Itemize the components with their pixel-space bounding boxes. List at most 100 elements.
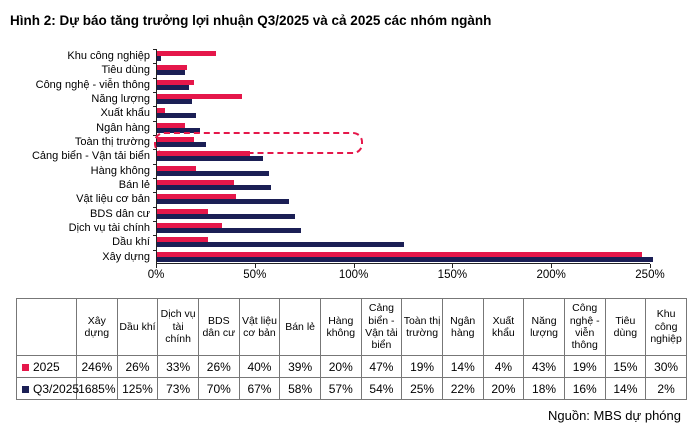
- category-label: Hàng không: [90, 164, 150, 177]
- bar-q3-2025: [157, 84, 189, 90]
- table-value-cell: 70%: [197, 377, 240, 400]
- table-value-cell: 19%: [401, 355, 443, 378]
- table-value-cell: 30%: [645, 355, 687, 378]
- category-row: [153, 177, 650, 192]
- table-value-cell: 25%: [401, 377, 443, 400]
- bar-2025: [157, 208, 209, 214]
- x-axis-tick-label: 250%: [635, 269, 665, 281]
- table-column-header: Xuất khẩu: [482, 298, 525, 356]
- table-column-header: Cảng biển - Vận tải biển: [360, 298, 403, 356]
- bar-q3-2025: [157, 70, 185, 76]
- bar-2025: [157, 136, 195, 142]
- table-value-cell: 47%: [360, 355, 403, 378]
- table-value-cell: 14%: [441, 355, 484, 378]
- bar-2025: [157, 93, 242, 99]
- category-labels: Khu công nghiệp Tiêu dùng Công nghệ - viễn…: [0, 49, 156, 264]
- table-value-cell: 15%: [604, 355, 647, 378]
- table-column-header: Dầu khí: [116, 298, 159, 356]
- figure-title: Hình 2: Dự báo tăng trưởng lợi nhuận Q3/…: [10, 13, 492, 28]
- bar-q3-2025: [157, 141, 207, 147]
- plot-area: [153, 49, 653, 264]
- table-value-cell: 20%: [482, 377, 525, 400]
- table-column-header: Dịch vụ tài chính: [157, 298, 199, 356]
- category-row: [153, 149, 650, 163]
- bar-q3-2025: [157, 199, 290, 205]
- category-label: Năng lượng: [91, 92, 150, 105]
- table-column-header: Ngân hàng: [441, 298, 484, 356]
- table-row: 2025 246% 26% 33% 26% 40% 39% 20% 47% 19% 14% 4% 43%…: [16, 355, 687, 378]
- table-value-cell: 54%: [360, 377, 403, 400]
- table-corner-cell: [16, 298, 77, 356]
- x-axis-tick: [551, 264, 553, 268]
- category-row: [153, 249, 653, 264]
- bar-q3-2025: [157, 213, 296, 219]
- figure-container: Hình 2: Dự báo tăng trưởng lợi nhuận Q3/…: [0, 13, 690, 423]
- table-value-cell: 125%: [116, 377, 159, 400]
- table-column-header: Khu công nghiệp: [645, 298, 687, 356]
- data-table: Xây dựng Dầu khí Dịch vụ tài chính BDS dân …: [16, 298, 687, 400]
- table-value-cell: 26%: [197, 355, 240, 378]
- x-axis-tick: [353, 264, 355, 268]
- table-value-cell: 18%: [523, 377, 565, 400]
- table-value-cell: 2%: [645, 377, 687, 400]
- table-row: Q3/2025 1685% 125% 73% 70% 67% 58% 57% 54% 25% 22%…: [16, 377, 687, 400]
- legend-label: Q3/2025: [33, 381, 80, 396]
- x-axis-tick: [254, 264, 256, 268]
- category-row: [153, 163, 650, 178]
- legend-swatch-icon: [22, 363, 29, 371]
- bar-2025: [157, 165, 197, 171]
- bar-q3-2025: [157, 127, 201, 133]
- x-axis-tick-label: 0%: [147, 269, 165, 281]
- highlight-box: [154, 131, 363, 154]
- table-value-cell: 57%: [319, 377, 362, 400]
- bar-2025: [157, 237, 209, 243]
- bar-q3-2025: [157, 256, 653, 262]
- bar-2025: [157, 194, 236, 200]
- category-label: Bán lẻ: [118, 178, 150, 191]
- data-table-wrap: Xây dựng Dầu khí Dịch vụ tài chính BDS dân …: [16, 298, 687, 400]
- category-label: Dịch vụ tài chính: [68, 221, 150, 234]
- bar-q3-2025: [157, 170, 270, 176]
- x-axis: 0% 50% 100% 150% 200% 250%: [148, 264, 665, 286]
- bar-chart: Khu công nghiệp Tiêu dùng Công nghệ - viễn…: [0, 49, 690, 264]
- table-value-cell: 39%: [279, 355, 321, 378]
- x-axis-tick-label: 200%: [536, 269, 566, 281]
- table-column-header: Hàng không: [319, 298, 362, 356]
- table-value-cell: 246%: [76, 355, 118, 378]
- category-label: Ngân hàng: [96, 121, 150, 134]
- category-label: BDS dân cư: [90, 207, 150, 220]
- source-note: Nguồn: MBS dự phóng: [547, 408, 681, 423]
- bar-2025: [157, 122, 185, 128]
- table-column-header: BDS dân cư: [197, 298, 240, 356]
- table-value-cell: 73%: [157, 377, 199, 400]
- table-column-header: Tiêu dùng: [604, 298, 647, 356]
- category-label: Công nghệ - viễn thông: [35, 78, 150, 91]
- table-column-header: Xây dựng: [76, 298, 118, 356]
- table-value-cell: 20%: [319, 355, 362, 378]
- category-row: [153, 192, 650, 206]
- table-value-cell: 58%: [279, 377, 321, 400]
- table-column-header: Công nghệ - viễn thông: [563, 298, 606, 356]
- legend-label: 2025: [33, 359, 60, 374]
- table-value-cell: 40%: [238, 355, 281, 378]
- category-row: [153, 120, 650, 135]
- table-value-cell: 19%: [563, 355, 606, 378]
- category-label: Vật liệu cơ bản: [76, 193, 150, 206]
- table-value-cell: 16%: [563, 377, 606, 400]
- category-label: Dầu khí: [112, 236, 150, 249]
- table-value-cell: 1685%: [76, 377, 118, 400]
- table-value-cell: 22%: [441, 377, 484, 400]
- category-row: [153, 49, 650, 63]
- bar-q3-2025: [157, 227, 301, 233]
- table-value-cell: 4%: [482, 355, 525, 378]
- bar-q3-2025: [157, 242, 404, 248]
- table-column-header: Toàn thị trường: [401, 298, 443, 356]
- table-value-cell: 26%: [116, 355, 159, 378]
- category-row: [153, 131, 650, 154]
- bar-2025: [157, 251, 643, 257]
- bar-2025: [157, 51, 217, 56]
- category-label: Cảng biển - Vận tải biển: [31, 150, 150, 163]
- x-axis-tick: [156, 264, 157, 268]
- category-label: Tiêu dùng: [101, 64, 150, 77]
- legend-cell: 2025: [16, 355, 77, 378]
